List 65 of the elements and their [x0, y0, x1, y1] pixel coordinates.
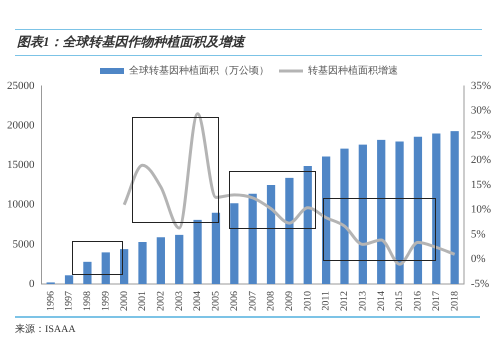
y2-tick-label: 20%: [470, 154, 492, 166]
bar: [432, 134, 440, 284]
x-tick-label: 2013: [357, 291, 368, 311]
bar: [358, 144, 367, 284]
y2-tick-label: 15%: [470, 178, 492, 191]
x-tick-label: 2002: [155, 291, 166, 311]
bar: [138, 242, 147, 284]
bar: [285, 178, 294, 284]
x-tick-label: 2015: [394, 291, 406, 311]
y-tick-label: 5000: [12, 238, 35, 250]
bar: [304, 166, 312, 284]
x-tick-label: 2014: [376, 291, 387, 311]
source-note: 来源：ISAAA: [15, 322, 76, 336]
x-tick-label: 2001: [137, 291, 148, 311]
x-tick-label: 2004: [192, 291, 204, 311]
y2-tick-label: 35%: [470, 80, 492, 92]
y2-tick-label: 0%: [470, 253, 486, 266]
y-tick-label: 25000: [7, 80, 35, 92]
y-tick-label: 10000: [7, 198, 35, 211]
legend-label: 全球转基因种植面积（万公顷）: [129, 64, 269, 77]
y-tick-label: 15000: [7, 159, 35, 172]
x-tick-label: 2017: [430, 291, 442, 311]
x-tick-label: 2003: [174, 291, 185, 311]
x-tick-label: 2016: [412, 291, 424, 311]
bar: [450, 131, 459, 284]
legend-label: 转基因种植面积增速: [308, 64, 398, 77]
y2-tick-label: 10%: [470, 204, 492, 216]
x-tick-label: 2008: [266, 291, 277, 311]
x-tick-label: 1998: [82, 291, 94, 311]
x-tick-label: 2018: [449, 291, 460, 311]
y2-tick-label: 30%: [470, 104, 492, 117]
bar: [120, 249, 128, 284]
x-tick-label: 2011: [320, 291, 332, 311]
x-tick-label: 2012: [339, 291, 350, 311]
x-tick-label: 1997: [64, 291, 75, 311]
bar: [230, 203, 238, 284]
x-tick-label: 1996: [45, 291, 56, 311]
x-tick-label: 2000: [118, 291, 130, 311]
bar: [322, 156, 330, 284]
line-series: [122, 112, 456, 266]
bar: [212, 212, 220, 284]
bar: [414, 136, 422, 284]
bar: [266, 185, 276, 284]
x-tick-label: 2009: [284, 291, 296, 311]
y2-tick-label: 25%: [470, 129, 492, 142]
x-tick-label: 1999: [100, 291, 112, 311]
y2-tick-label: -5%: [470, 278, 490, 290]
y-tick-label: 0: [29, 278, 35, 290]
x-tick-label: 2010: [302, 291, 314, 311]
x-tick-label: 2006: [228, 291, 240, 311]
x-tick-label: 2005: [210, 291, 222, 311]
chart-title: 图表1：全球转基因作物种植面积及增速: [15, 29, 482, 56]
bar: [377, 140, 386, 284]
bar: [175, 234, 184, 284]
bar: [193, 220, 202, 284]
bar: [64, 275, 74, 284]
bar: [102, 252, 110, 284]
bar: [248, 194, 257, 284]
bar: [83, 262, 92, 284]
bar: [340, 148, 349, 284]
x-tick-label: 2007: [247, 291, 258, 311]
bar: [156, 237, 165, 284]
y2-tick-label: 5%: [470, 228, 486, 240]
bar: [395, 141, 404, 284]
y-tick-label: 20000: [7, 119, 35, 132]
